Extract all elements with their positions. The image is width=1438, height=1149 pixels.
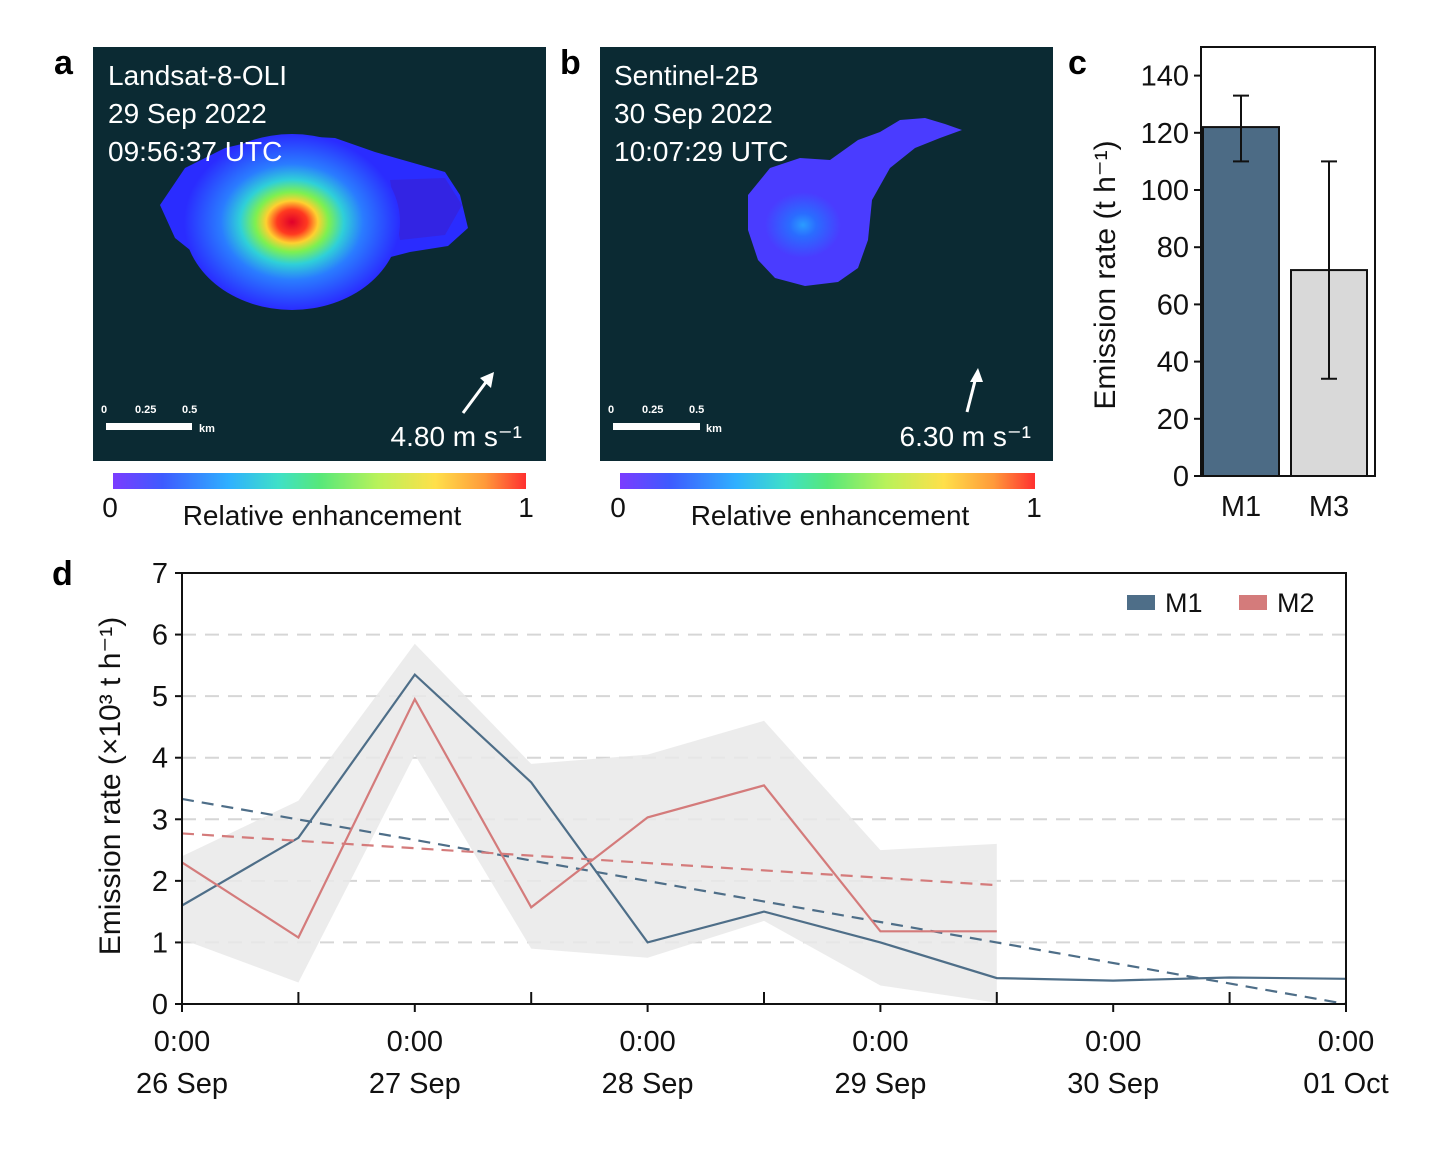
scale-tick-2: 0.5: [182, 404, 197, 416]
xtick-time: 0:00: [154, 1026, 210, 1058]
panel-a-time: 09:56:37 UTC: [108, 136, 282, 167]
ytick-label: 3: [152, 804, 168, 836]
scale-tick-2: 0.5: [689, 404, 704, 416]
ytick-label: 60: [1157, 289, 1189, 321]
colorbar-a-label: Relative enhancement: [183, 500, 462, 531]
xtick-label: M1: [1221, 491, 1261, 523]
trendline-M1: [181, 797, 1347, 1006]
ytick-label: 140: [1141, 61, 1189, 93]
ytick-label: 5: [152, 681, 168, 713]
plume-b-core: [765, 192, 841, 258]
scale-bar: [613, 423, 700, 430]
ytick-label: 0: [152, 989, 168, 1021]
panel-c-frame: [1200, 46, 1376, 477]
xtick-date: 26 Sep: [136, 1068, 228, 1100]
ytick-label: 120: [1141, 118, 1189, 150]
bar-M1: [1202, 126, 1280, 478]
panel-b-colorbar: 0 Relative enhancement 1: [610, 473, 1042, 531]
xtick-date: 01 Oct: [1303, 1068, 1388, 1100]
xtick-time: 0:00: [852, 1026, 908, 1058]
panel-d-line-chart: Emission rate (×10³ t h⁻¹) 0 1 2 3 4 5 6 7 0:00 2…: [94, 558, 1389, 1100]
xtick-time: 0:00: [1318, 1026, 1374, 1058]
ytick-label: 1: [152, 927, 168, 959]
legend-swatch-M2: [1239, 595, 1267, 610]
xtick-time: 0:00: [619, 1026, 675, 1058]
panel-c-letter: c: [1068, 44, 1087, 82]
scale-unit: km: [706, 423, 722, 435]
ytick-label: 20: [1157, 404, 1189, 436]
wind-arrowhead-icon: [970, 368, 983, 382]
ytick-label: 0: [1173, 461, 1189, 493]
xtick-date: 28 Sep: [602, 1068, 694, 1100]
colorbar-a: [113, 473, 526, 489]
colorbar-a-max: 1: [518, 492, 534, 523]
scale-tick-1: 0.25: [135, 404, 156, 416]
trendline-M2: [181, 832, 997, 887]
xtick-date: 30 Sep: [1067, 1068, 1159, 1100]
xtick-time: 0:00: [387, 1026, 443, 1058]
panel-b-sensor: Sentinel-2B: [614, 60, 759, 91]
ytick-label: 6: [152, 620, 168, 652]
panel-a-colorbar: 0 Relative enhancement 1: [102, 473, 534, 531]
scale-tick-0: 0: [101, 404, 107, 416]
panel-a-letter: a: [54, 44, 74, 82]
xtick-date: 27 Sep: [369, 1068, 461, 1100]
panel-b-image: Sentinel-2B 30 Sep 2022 10:07:29 UTC 0 0…: [600, 47, 1053, 461]
scale-bar: [106, 423, 192, 430]
ytick-label: 4: [152, 743, 168, 775]
colorbar-b-min: 0: [610, 492, 626, 523]
wind-arrow-icon: [461, 377, 491, 414]
scale-tick-1: 0.25: [642, 404, 663, 416]
panel-a-wind-speed: 4.80 m s⁻¹: [391, 421, 522, 452]
colorbar-a-min: 0: [102, 492, 118, 523]
panel-a-wind: 4.80 m s⁻¹: [391, 372, 522, 452]
series-line-M2: [181, 696, 997, 940]
legend-label-M2: M2: [1277, 588, 1315, 618]
panel-d-letter: d: [52, 555, 73, 593]
xtick-label: M3: [1309, 491, 1349, 523]
ytick-label: 80: [1157, 232, 1189, 264]
panel-b-letter: b: [560, 44, 581, 82]
panel-b-scalebar: 0 0.25 0.5 km: [608, 404, 722, 435]
xtick-date: 29 Sep: [834, 1068, 926, 1100]
plume-a-tail: [390, 178, 462, 240]
scale-tick-0: 0: [608, 404, 614, 416]
panel-c-ylabel: Emission rate (t h⁻¹): [1089, 140, 1122, 409]
legend-label-M1: M1: [1165, 588, 1203, 618]
ytick-label: 2: [152, 866, 168, 898]
panel-b-wind-speed: 6.30 m s⁻¹: [900, 421, 1031, 452]
panel-b-wind: 6.30 m s⁻¹: [900, 368, 1031, 452]
panel-b-time: 10:07:29 UTC: [614, 136, 788, 167]
panel-a-scalebar: 0 0.25 0.5 km: [101, 404, 215, 435]
panel-a-image: Landsat-8-OLI 29 Sep 2022 09:56:37 UTC 0…: [93, 47, 546, 461]
ytick-label: 40: [1157, 347, 1189, 379]
ytick-label: 7: [152, 558, 168, 590]
panel-a-sensor: Landsat-8-OLI: [108, 60, 287, 91]
colorbar-b-label: Relative enhancement: [691, 500, 970, 531]
wind-arrowhead-icon: [480, 372, 494, 388]
panel-a-date: 29 Sep 2022: [108, 98, 267, 129]
panel-d-ylabel: Emission rate (×10³ t h⁻¹): [94, 617, 127, 955]
uncertainty-band: [182, 643, 997, 1003]
wind-arrow-icon: [965, 376, 978, 413]
xtick-time: 0:00: [1085, 1026, 1141, 1058]
panel-c-bar-chart: Emission rate (t h⁻¹) M1 M3 0 20 40 60 80 100 12…: [1089, 46, 1376, 523]
ytick-label: 100: [1141, 175, 1189, 207]
legend-swatch-M1: [1127, 595, 1155, 610]
panel-b-date: 30 Sep 2022: [614, 98, 773, 129]
plume-a-core: [184, 134, 400, 310]
series-line-M1: [181, 672, 1347, 982]
scale-unit: km: [199, 423, 215, 435]
colorbar-b-max: 1: [1026, 492, 1042, 523]
colorbar-b: [620, 473, 1035, 489]
